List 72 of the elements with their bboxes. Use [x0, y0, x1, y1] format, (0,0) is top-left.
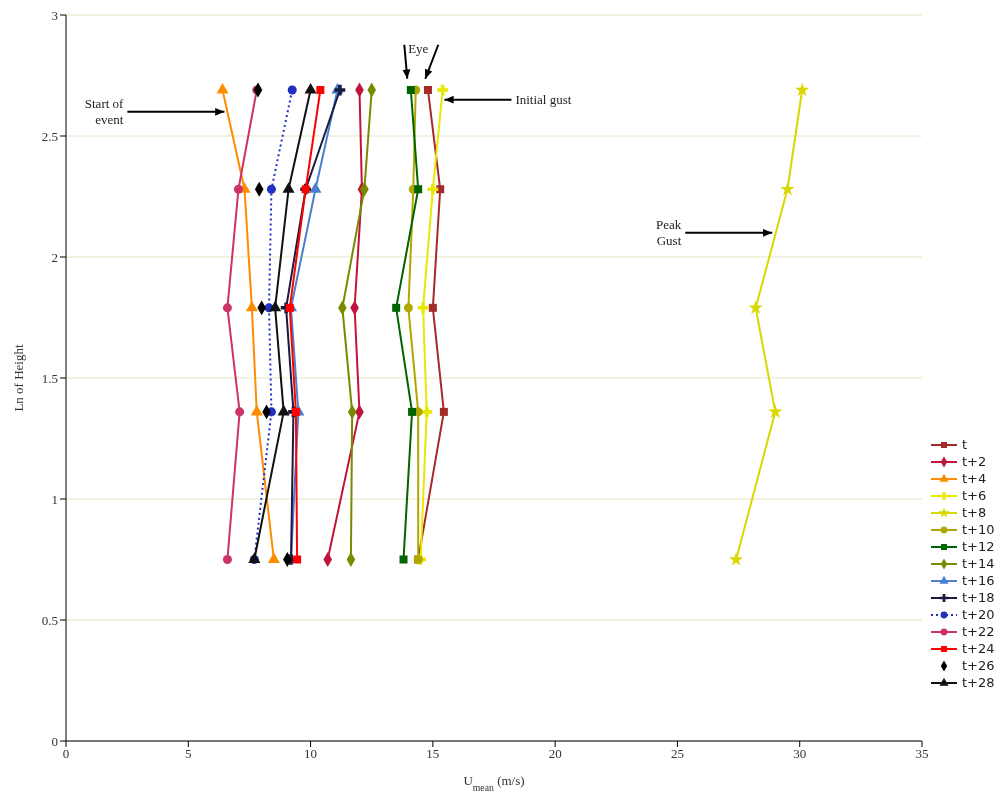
point	[406, 86, 415, 95]
legend-label: t+8	[962, 504, 987, 521]
y-tick-label: 1.5	[41, 370, 58, 386]
legend-label: t	[962, 436, 968, 453]
x-tick-label: 10	[304, 746, 318, 762]
y-tick-label: 0	[51, 733, 58, 749]
point	[399, 555, 408, 564]
annotation: Eye	[408, 40, 429, 56]
point	[287, 85, 297, 95]
legend-label: t+2	[962, 453, 987, 470]
point	[285, 303, 294, 312]
point	[267, 552, 280, 564]
point	[304, 83, 317, 94]
point	[293, 555, 302, 564]
legend-label: t+24	[962, 640, 995, 657]
point	[428, 303, 437, 312]
legend-label: t+26	[962, 657, 995, 674]
point	[408, 407, 417, 416]
point	[427, 183, 439, 195]
x-tick-label: 0	[62, 746, 70, 762]
x-tick-label: 5	[185, 746, 192, 762]
point	[403, 303, 413, 313]
point	[421, 406, 433, 418]
point	[439, 407, 448, 416]
legend-label: t+12	[962, 538, 995, 555]
legend-label: t+10	[962, 521, 995, 538]
annotation: Initial gust	[515, 91, 572, 107]
point	[266, 184, 276, 194]
point	[780, 181, 795, 196]
point	[768, 404, 783, 418]
legend-label: t+18	[962, 589, 995, 606]
legend-label: t+28	[962, 674, 995, 691]
point	[794, 82, 810, 97]
legend-label: t+22	[962, 623, 995, 640]
point	[748, 300, 763, 314]
point	[316, 86, 325, 95]
annotation: Start of event	[84, 95, 125, 127]
point	[309, 182, 322, 193]
x-tick-label: 20	[548, 746, 562, 762]
point	[423, 86, 432, 95]
x-axis-title: U$_{mean}$ (m/s)	[463, 773, 525, 793]
point	[222, 554, 232, 565]
legend-label: t+20	[962, 606, 995, 623]
point	[417, 302, 429, 314]
point	[414, 185, 423, 194]
y-tick-label: 3	[51, 7, 58, 23]
legend-label: t+6	[962, 487, 987, 504]
y-tick-label: 0.5	[41, 612, 58, 628]
y-tick-label: 2	[51, 249, 58, 265]
point	[222, 303, 232, 313]
x-tick-label: 25	[670, 746, 684, 762]
point	[233, 184, 243, 194]
point	[728, 551, 744, 566]
point	[282, 182, 295, 193]
legend-label: t+14	[962, 555, 995, 572]
x-tick-label: 35	[915, 746, 929, 762]
annotation: Peak Gust	[655, 216, 682, 248]
legend-label: t+16	[962, 572, 995, 589]
legend-label: t+4	[962, 470, 987, 487]
y-tick-label: 2.5	[41, 128, 58, 144]
point	[392, 303, 401, 312]
y-tick-label: 1	[51, 491, 58, 507]
x-tick-label: 30	[793, 746, 807, 762]
y-axis-title: Ln of Height	[10, 344, 26, 412]
point	[235, 407, 245, 417]
point	[437, 84, 449, 96]
point	[216, 83, 229, 94]
point	[245, 300, 258, 312]
point	[250, 404, 263, 416]
x-tick-label: 15	[426, 746, 440, 762]
point	[277, 404, 290, 416]
point	[269, 300, 282, 312]
